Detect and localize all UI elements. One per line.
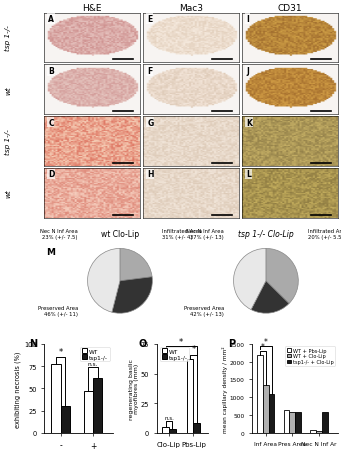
Text: K: K (246, 119, 252, 127)
Bar (187, 359, 193, 433)
Legend: WT, tsp1-/-: WT, tsp1-/- (80, 347, 109, 361)
Bar (263, 385, 269, 433)
Bar (310, 430, 316, 433)
Wedge shape (112, 277, 152, 313)
Title: wt Clo-Lip: wt Clo-Lip (101, 230, 139, 239)
Text: wt: wt (5, 86, 11, 94)
Text: H: H (147, 170, 154, 179)
Title: Mac3: Mac3 (179, 4, 203, 13)
Bar (283, 410, 290, 433)
Bar (169, 429, 176, 433)
Text: P: P (228, 339, 236, 349)
Text: tsp 1-/-: tsp 1-/- (5, 25, 11, 51)
Bar (84, 391, 93, 433)
Wedge shape (251, 281, 289, 313)
Text: O: O (139, 339, 147, 349)
Text: E: E (147, 15, 152, 24)
Text: Infiltrated Area
31% (+/- 4): Infiltrated Area 31% (+/- 4) (162, 229, 202, 239)
Text: Preserved Area
46% (+/- 11): Preserved Area 46% (+/- 11) (38, 305, 78, 316)
Bar (269, 394, 275, 433)
Text: M: M (46, 247, 55, 256)
Bar (290, 412, 295, 433)
Text: B: B (48, 67, 54, 76)
Y-axis label: regenerating baslic
myofibres (mm): regenerating baslic myofibres (mm) (129, 358, 139, 419)
Legend: WT + Pbs-Lip, WT + Clo-Lip, tsp1-/- + Clo-Lip: WT + Pbs-Lip, WT + Clo-Lip, tsp1-/- + Cl… (285, 346, 335, 366)
Text: Preserved Area
42% (+/- 13): Preserved Area 42% (+/- 13) (183, 305, 224, 316)
Text: D: D (48, 170, 55, 179)
Text: *: * (191, 345, 195, 354)
Text: G: G (147, 119, 153, 127)
Bar (257, 355, 263, 433)
Wedge shape (88, 249, 120, 313)
Bar (162, 427, 169, 433)
Text: Infiltrated Area
20% (+/- 5.5): Infiltrated Area 20% (+/- 5.5) (308, 229, 341, 239)
Y-axis label: mean capillary density / mm²: mean capillary density / mm² (222, 345, 228, 432)
Bar (193, 423, 200, 433)
Legend: WT, tsp1-/-: WT, tsp1-/- (160, 347, 189, 361)
Text: I: I (246, 15, 249, 24)
Wedge shape (266, 249, 298, 304)
Text: *: * (58, 348, 63, 356)
Text: tsp 1-/-: tsp 1-/- (5, 129, 11, 155)
Bar (316, 431, 322, 433)
Bar (93, 378, 102, 433)
Wedge shape (120, 249, 152, 281)
Text: *: * (264, 337, 268, 346)
Text: wt: wt (5, 189, 11, 198)
Text: F: F (147, 67, 152, 76)
Title: H&E: H&E (82, 4, 102, 13)
Title: CD31: CD31 (278, 4, 302, 13)
Text: L: L (246, 170, 251, 179)
Text: A: A (48, 15, 54, 24)
Wedge shape (234, 249, 266, 310)
Bar (51, 364, 61, 433)
Text: J: J (246, 67, 249, 76)
Text: *: * (261, 342, 265, 351)
Text: n.s.: n.s. (88, 361, 98, 366)
Y-axis label: exhibiting necrosis (%): exhibiting necrosis (%) (15, 350, 21, 427)
Bar (322, 412, 328, 433)
Title: tsp 1-/- Clo-Lip: tsp 1-/- Clo-Lip (238, 230, 294, 239)
Text: Nec N Inf Area
37% (+/- 13): Nec N Inf Area 37% (+/- 13) (186, 229, 224, 239)
Bar (295, 412, 301, 433)
Bar (61, 406, 70, 433)
Text: Nec N Inf Area
23% (+/- 7.5): Nec N Inf Area 23% (+/- 7.5) (40, 229, 78, 239)
Text: n.s.: n.s. (164, 415, 174, 420)
Text: *: * (179, 337, 183, 346)
Text: N: N (29, 339, 38, 349)
Text: C: C (48, 119, 54, 127)
